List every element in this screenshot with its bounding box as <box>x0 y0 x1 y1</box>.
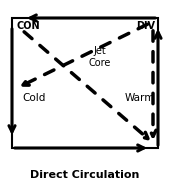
Text: Jet
Core: Jet Core <box>89 46 111 68</box>
Text: Cold: Cold <box>22 93 46 103</box>
Text: CON: CON <box>16 21 40 31</box>
Text: Warm: Warm <box>125 93 155 103</box>
Bar <box>12 18 158 148</box>
Text: DIV: DIV <box>137 21 155 31</box>
Text: Direct Circulation: Direct Circulation <box>30 170 140 180</box>
